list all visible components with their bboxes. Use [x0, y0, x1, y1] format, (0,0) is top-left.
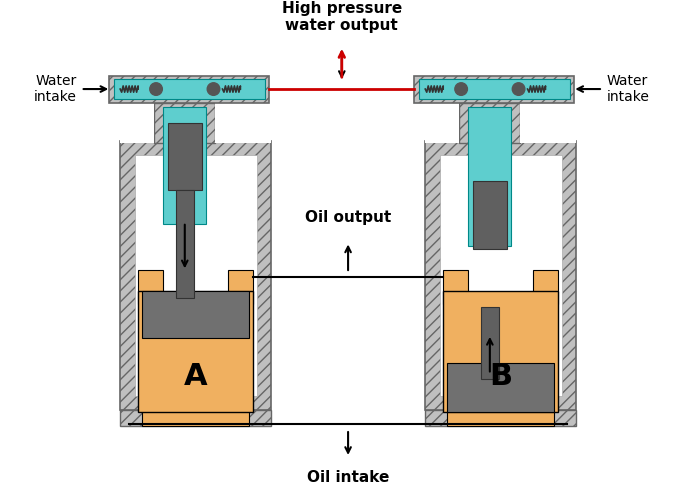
Bar [425, 410, 576, 426]
Bar [447, 363, 554, 412]
Bar [176, 190, 194, 298]
Bar [114, 79, 264, 99]
Text: B: B [489, 362, 512, 391]
Bar [142, 411, 249, 425]
Bar [120, 141, 271, 410]
Bar [425, 141, 576, 410]
Bar [120, 410, 271, 426]
Bar [110, 76, 269, 103]
Bar [142, 291, 249, 338]
Text: High pressure
water output: High pressure water output [282, 1, 402, 33]
Bar [215, 103, 271, 143]
Text: Water
intake: Water intake [606, 74, 649, 104]
Bar [228, 270, 253, 304]
Bar [163, 107, 206, 224]
Bar [460, 103, 521, 143]
Circle shape [150, 83, 162, 95]
Bar [481, 307, 499, 379]
Bar [154, 103, 215, 143]
Bar [469, 107, 512, 246]
Circle shape [512, 83, 525, 95]
Bar [414, 76, 574, 103]
Bar [533, 270, 558, 304]
Bar [120, 103, 154, 143]
Bar [440, 155, 562, 396]
Bar [473, 182, 507, 249]
Bar [447, 411, 554, 425]
Text: Oil intake: Oil intake [307, 470, 389, 484]
Bar [138, 291, 253, 412]
Bar [425, 103, 460, 143]
Bar [134, 155, 257, 396]
Bar [443, 291, 558, 412]
Text: A: A [184, 362, 208, 391]
Bar [443, 270, 469, 304]
Text: Water
intake: Water intake [34, 74, 77, 104]
Text: Oil output: Oil output [305, 211, 391, 226]
Bar [521, 103, 576, 143]
Bar [138, 270, 163, 304]
Circle shape [455, 83, 467, 95]
Circle shape [207, 83, 220, 95]
Bar [168, 123, 202, 190]
Bar [419, 79, 570, 99]
